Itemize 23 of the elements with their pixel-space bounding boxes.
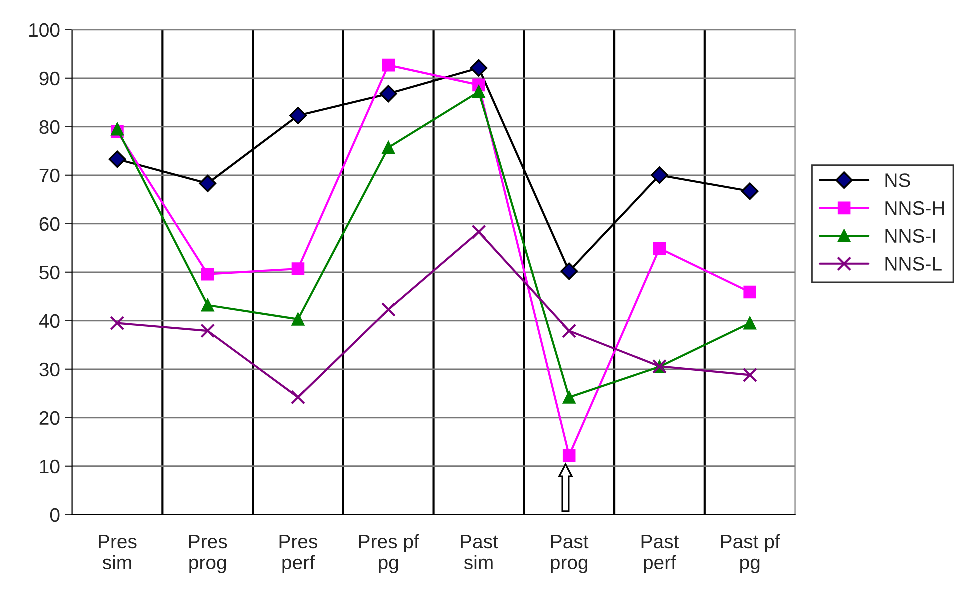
y-tick-label: 100 [30,23,60,38]
y-tick-label: 80 [40,120,60,134]
y-tick-label: 30 [40,362,60,377]
y-tick-label: 50 [40,266,60,280]
x-tick-label: Pres sim [99,535,137,570]
y-tick-label: 0 [50,508,60,522]
x-tick-label: Past sim [461,535,498,570]
y-tick-label: 10 [40,460,60,474]
legend-label: NNS-L [886,257,942,271]
x-tick-label: Past pf pg [721,534,780,574]
x-tick-label: Pres prog [189,535,228,574]
x-tick-label: Past perf [642,535,680,574]
legend-label: NNS-I [886,229,936,244]
y-tick-label: 40 [39,314,60,328]
y-tick-label: 20 [40,411,60,426]
x-tick-label: Pres perf [280,535,318,574]
y-tick-label: 60 [40,217,60,232]
x-tick-label: Pres pf pg [359,534,420,574]
y-tick-label: 70 [40,168,60,183]
y-tick-label: 90 [40,72,60,86]
legend-label: NS [886,174,910,188]
x-tick-label: Past prog [551,535,589,574]
legend-label: NNS-H [886,201,944,216]
